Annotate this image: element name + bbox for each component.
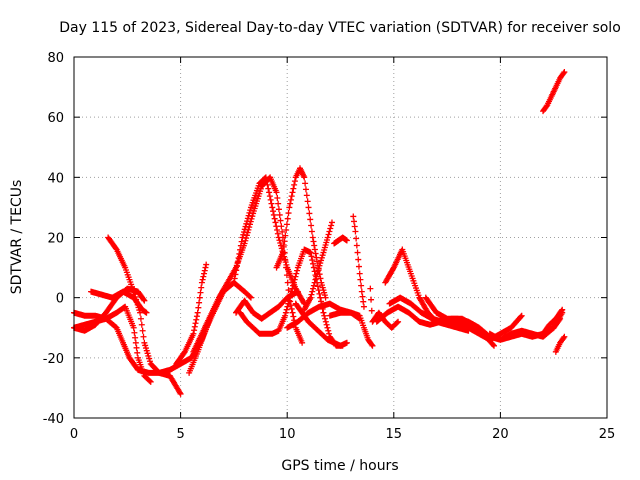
chart-title: Day 115 of 2023, Sidereal Day-to-day VTE… — [59, 20, 621, 36]
y-tick-label: -40 — [43, 412, 64, 427]
series-arc-17 — [326, 309, 376, 349]
series-arc-18 — [350, 213, 367, 310]
series-arc-16 — [331, 234, 350, 247]
x-tick-label: 10 — [279, 427, 296, 442]
y-tick-label: -20 — [43, 352, 64, 367]
x-tick-label: 15 — [386, 427, 403, 442]
x-tick-label: 25 — [599, 427, 616, 442]
x-tick-label: 20 — [492, 427, 509, 442]
x-tick-label: 0 — [70, 427, 78, 442]
y-axis-label: SDTVAR / TECUs — [9, 180, 25, 295]
y-tick-label: 20 — [47, 232, 64, 247]
x-tick-label: 5 — [176, 427, 184, 442]
grid — [74, 57, 607, 418]
series-arc-7 — [173, 261, 210, 367]
y-tick-label: 60 — [47, 111, 64, 126]
series-arc-27 — [552, 333, 568, 355]
y-tick-label: 40 — [47, 171, 64, 186]
y-tick-label: 80 — [47, 51, 64, 66]
series-arc-11 — [233, 288, 301, 322]
series-arc-8 — [190, 174, 306, 355]
series-arc-14 — [301, 219, 335, 313]
y-tick-label: 0 — [56, 292, 64, 307]
axis-ticks: 0 5 10 15 20 25 -40 -20 0 20 40 60 80 — [43, 51, 616, 442]
series-arc-23 — [422, 309, 525, 343]
series-arc-25 — [486, 309, 566, 343]
series-arc-26 — [540, 306, 566, 337]
x-axis-label: GPS time / hours — [281, 458, 398, 474]
series-arc-12 — [273, 165, 329, 301]
data-markers — [71, 69, 568, 397]
series-arc-13 — [292, 300, 350, 349]
series-arc-28 — [540, 69, 568, 115]
